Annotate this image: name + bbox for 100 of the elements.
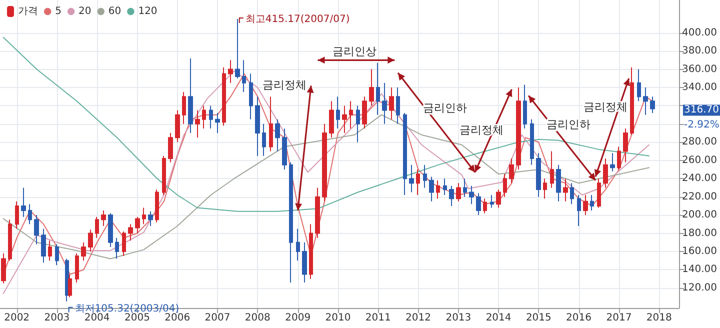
candlestick — [28, 204, 32, 225]
candlestick — [48, 240, 52, 262]
candlestick — [128, 224, 133, 242]
annotation: 최저105.32(2003/04) — [74, 303, 180, 314]
x-tick-label: 2005 — [124, 312, 150, 324]
candlestick — [135, 216, 140, 234]
x-tick-label: 2002 — [4, 312, 30, 324]
candlestick — [215, 112, 220, 134]
candlestick — [15, 200, 19, 230]
candlestick — [88, 229, 93, 252]
candlestick — [162, 155, 166, 196]
x-tick-label: 2004 — [84, 312, 110, 324]
legend-label: 20 — [78, 6, 92, 17]
text: -2.92% — [684, 120, 720, 131]
candlestick — [456, 182, 461, 202]
x-tick-label: 2013 — [446, 312, 472, 324]
candlestick — [423, 164, 427, 188]
candlestick — [610, 152, 615, 172]
candlestick — [469, 185, 474, 205]
candlestick — [503, 174, 507, 198]
candlestick — [536, 152, 541, 198]
candlestick — [115, 237, 119, 260]
candlestick — [556, 164, 561, 202]
y-tick-label: 160.00 — [682, 246, 718, 258]
candlestick — [389, 86, 394, 120]
candlestick — [108, 212, 113, 248]
candlestick — [403, 112, 407, 196]
candlestick — [617, 146, 621, 170]
candlestick — [336, 96, 340, 129]
candlestick — [356, 105, 360, 143]
candlestick — [583, 194, 588, 216]
candlestick — [530, 118, 534, 166]
x-tick-label: 2017 — [606, 312, 632, 324]
candlestick — [563, 178, 568, 202]
candlestick — [1, 252, 6, 284]
candlestick — [34, 214, 39, 245]
x-tick-label: 2010 — [325, 312, 351, 324]
candlestick — [409, 164, 414, 193]
candlestick — [296, 228, 300, 262]
candlestick — [155, 189, 159, 223]
y-tick-label: 180.00 — [682, 228, 718, 239]
x-tick-label: 2007 — [204, 312, 230, 324]
y-tick-label: 140.00 — [682, 264, 718, 276]
y-tick-label: 360.00 — [682, 64, 718, 75]
candlestick — [463, 178, 467, 198]
x-tick-label: 2003 — [44, 312, 70, 324]
x-tick-label: 2011 — [365, 312, 391, 324]
line-series — [2, 114, 650, 260]
annotation: 최고415.17(2007/07) — [245, 14, 350, 25]
candlestick — [643, 86, 648, 116]
candlestick — [322, 123, 327, 202]
candlestick — [349, 100, 353, 129]
candlestick — [630, 66, 634, 136]
candlestick — [623, 128, 628, 163]
candlestick — [516, 86, 521, 170]
candlestick — [41, 228, 46, 263]
legend-label: 가격 — [18, 6, 38, 17]
candlestick — [315, 187, 320, 238]
annotation: 금리인상 — [332, 45, 377, 58]
y-tick-label: 340.00 — [682, 82, 718, 93]
candlestick — [416, 168, 420, 196]
candlestick — [55, 244, 59, 266]
candlestick — [449, 185, 454, 206]
candlestick — [597, 178, 601, 208]
x-tick-label: 2012 — [405, 312, 431, 324]
candlestick — [570, 182, 574, 205]
candlestick — [523, 84, 527, 129]
candlestick — [249, 73, 253, 120]
x-tick-label: 2016 — [566, 312, 592, 324]
y-tick-label: 260.00 — [682, 154, 718, 166]
candlestick — [95, 216, 99, 238]
candlestick — [577, 194, 581, 226]
candlestick — [188, 58, 193, 134]
candlestick — [202, 105, 206, 129]
y-tick-label: 380.00 — [682, 46, 718, 57]
x-tick-label: 2006 — [164, 312, 190, 324]
candlestick — [262, 123, 266, 156]
x-tick-label: 2009 — [285, 312, 311, 324]
candlestick — [289, 162, 293, 283]
candlestick — [195, 110, 200, 138]
candlestick — [650, 96, 655, 114]
candlestick — [275, 118, 280, 152]
legend-label: 120 — [138, 6, 158, 17]
candlestick — [122, 230, 126, 257]
candlestick — [65, 258, 69, 302]
candlestick — [483, 198, 487, 214]
candlestick — [222, 66, 226, 126]
candlestick — [8, 219, 12, 262]
y-tick-label: 200.00 — [682, 210, 718, 221]
candlestick — [21, 187, 26, 218]
candlestick — [637, 68, 641, 102]
candlestick — [369, 68, 374, 106]
x-tick-label: 2018 — [646, 312, 672, 324]
candlestick — [302, 242, 307, 283]
candlestick — [362, 96, 367, 129]
candlestick — [81, 242, 86, 262]
legend-label: 5 — [55, 6, 62, 17]
candlestick — [603, 158, 608, 188]
candlestick — [382, 82, 387, 124]
candlestick — [496, 189, 501, 208]
